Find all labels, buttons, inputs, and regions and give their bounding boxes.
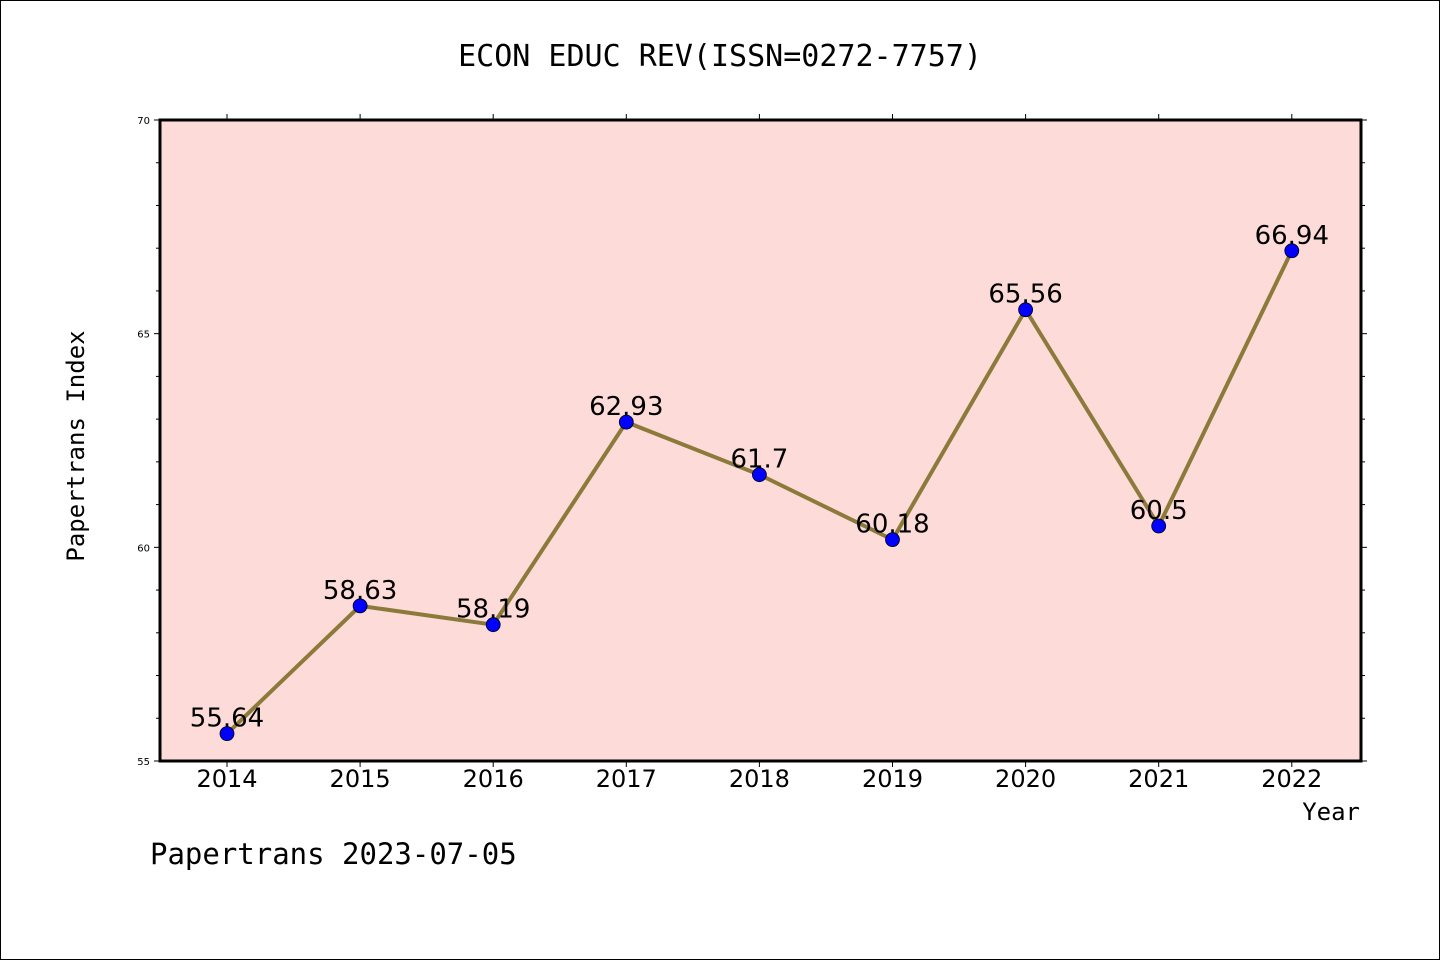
x-tick-label: 2015 bbox=[330, 765, 391, 793]
data-label: 66.94 bbox=[1255, 221, 1329, 251]
y-tick-label: 65 bbox=[137, 330, 150, 341]
y-tick-label: 70 bbox=[137, 116, 150, 127]
data-point bbox=[752, 467, 767, 483]
data-label: 58.19 bbox=[456, 595, 530, 625]
series-group: 55.64 58.63 58.19 62.93 61.7 60.18 65.56 60.5 66… bbox=[190, 221, 1329, 742]
data-label: 60.5 bbox=[1130, 496, 1188, 526]
data-point bbox=[219, 726, 235, 742]
x-tick-label: 2022 bbox=[1261, 765, 1322, 793]
data-label: 62.93 bbox=[589, 392, 663, 422]
data-point bbox=[618, 414, 634, 430]
data-label: 55.64 bbox=[190, 704, 264, 734]
x-tick-label: 2020 bbox=[995, 765, 1056, 793]
y-tick-label: 60 bbox=[137, 543, 150, 554]
y-axis: 55 60 65 70 bbox=[137, 116, 1367, 768]
x-axis-label: Year bbox=[1302, 798, 1360, 826]
data-label: 60.18 bbox=[855, 510, 929, 540]
footer-date: Papertrans 2023-07-05 bbox=[150, 837, 517, 871]
data-label: 58.63 bbox=[323, 576, 397, 606]
x-tick-label: 2016 bbox=[463, 765, 524, 793]
chart-title: ECON EDUC REV(ISSN=0272-7757) bbox=[458, 39, 982, 74]
y-axis-label: Papertrans Index bbox=[62, 330, 90, 561]
y-tick-label: 55 bbox=[137, 757, 150, 768]
data-point bbox=[1151, 518, 1167, 534]
data-label: 65.56 bbox=[988, 280, 1062, 310]
x-tick-label: 2017 bbox=[596, 765, 657, 793]
data-point bbox=[485, 617, 501, 633]
data-point bbox=[352, 598, 368, 614]
x-tick-label: 2014 bbox=[196, 765, 257, 793]
data-point bbox=[885, 532, 900, 548]
x-tick-label: 2019 bbox=[862, 765, 923, 793]
data-point bbox=[1018, 302, 1033, 318]
x-tick-label: 2021 bbox=[1128, 765, 1189, 793]
plot-area bbox=[158, 118, 1363, 763]
data-point bbox=[1284, 243, 1300, 259]
x-tick-label: 2018 bbox=[729, 765, 790, 793]
data-label: 61.7 bbox=[730, 445, 788, 475]
x-axis: 2014 2015 2016 2017 2018 2019 2020 2021 2022 bbox=[196, 114, 1322, 793]
